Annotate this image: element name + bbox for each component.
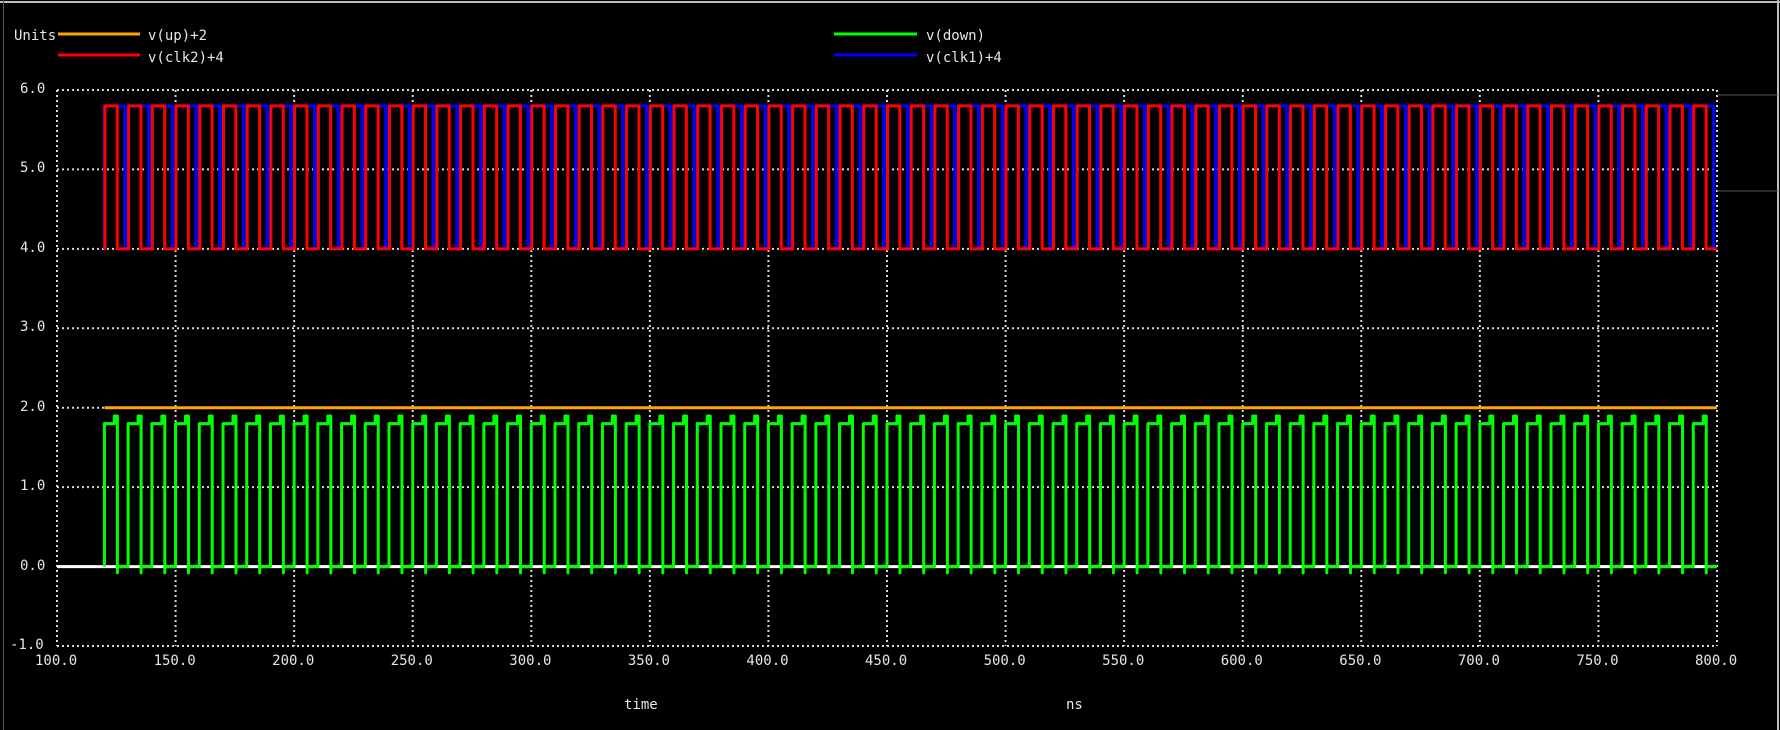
trace-v-clk2-4 [103, 104, 1717, 251]
y-tick-label: 0.0 [20, 557, 46, 574]
y-tick-label: -1.0 [10, 637, 44, 653]
x-tick-label: 350.0 [627, 653, 670, 669]
legend-label-clk1: v(clk1)+4 [926, 50, 1002, 66]
y-units-label: Units [14, 28, 57, 44]
x-tick-label: 700.0 [1457, 653, 1500, 669]
trace-v-down- [102, 414, 1717, 575]
legend-label-up: v(up)+2 [148, 28, 208, 44]
x-tick-label: 550.0 [1102, 653, 1145, 669]
y-tick-label: 1.0 [20, 478, 46, 495]
window-border-right [1777, 0, 1779, 730]
y-tick-label: 6.0 [20, 81, 46, 97]
y-tick-label: 5.0 [20, 160, 46, 177]
x-tick-label: 100.0 [35, 653, 78, 669]
x-tick-label: 200.0 [272, 653, 315, 669]
y-tick-label: 4.0 [20, 239, 46, 256]
y-tick-label: 2.0 [20, 398, 46, 415]
x-tick-label: 500.0 [983, 653, 1026, 669]
x-tick-label: 250.0 [390, 653, 433, 669]
x-tick-label: 650.0 [1339, 653, 1382, 669]
x-tick-label: 300.0 [509, 653, 552, 669]
legend-label-clk2: v(clk2)+4 [148, 50, 224, 66]
x-tick-label: 600.0 [1220, 653, 1263, 669]
legend-label-down: v(down) [926, 28, 986, 44]
x-tick-label: 450.0 [865, 653, 908, 669]
window-border-left [3, 0, 4, 730]
x-tick-label: 400.0 [746, 653, 789, 669]
x-tick-label: 150.0 [153, 653, 196, 669]
y-tick-label: 3.0 [20, 319, 46, 336]
x-axis-label: time [624, 697, 658, 713]
x-axis-unit: ns [1066, 697, 1083, 713]
window-border-top [0, 1, 1780, 3]
x-tick-label: 800.0 [1695, 653, 1738, 669]
x-tick-label: 750.0 [1576, 653, 1619, 669]
